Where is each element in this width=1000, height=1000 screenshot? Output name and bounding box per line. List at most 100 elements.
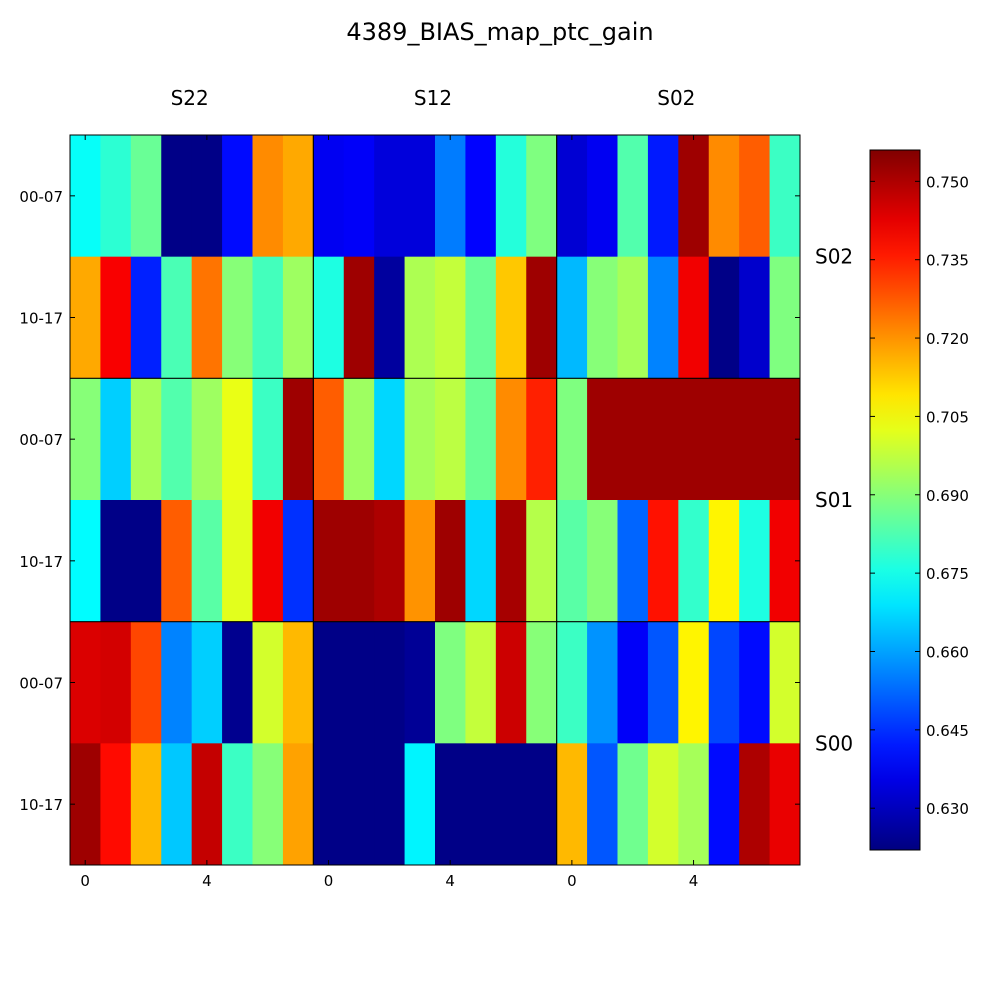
heatmap-cell xyxy=(282,378,314,501)
heatmap-cell xyxy=(526,378,558,501)
heatmap-cell xyxy=(435,135,466,258)
plot-frame xyxy=(69,134,801,866)
heatmap-cell xyxy=(343,135,375,258)
heatmap-cell xyxy=(465,135,497,258)
heatmap-cell xyxy=(343,256,375,379)
heatmap-cell xyxy=(495,256,527,379)
heatmap-cell xyxy=(678,135,710,258)
segment-dividers xyxy=(70,135,800,865)
heatmap-cell xyxy=(70,500,101,623)
heatmap-cell xyxy=(526,500,558,623)
heatmap-cell xyxy=(130,135,162,258)
heatmap-cell xyxy=(526,135,558,258)
heatmap-cell xyxy=(70,743,101,866)
colorbar: 0.630 0.645 0.660 0.675 0.690 0.705 0.720 0.735… xyxy=(869,149,969,851)
heatmap-cell xyxy=(404,135,436,258)
heatmap-cell xyxy=(404,743,436,866)
heatmap-cell xyxy=(647,500,679,623)
heatmap-cell xyxy=(130,743,162,866)
heatmap-cell xyxy=(495,743,527,866)
heatmap-cell xyxy=(739,743,770,866)
heatmap-cell xyxy=(130,256,162,379)
heatmap-cell xyxy=(617,135,649,258)
heatmap-cell xyxy=(130,621,162,744)
heatmap-cell xyxy=(130,378,162,501)
x-tick-label: 4 xyxy=(202,872,212,890)
heatmap-cell xyxy=(739,135,770,258)
heatmap-cell xyxy=(435,743,466,866)
heatmap-cell xyxy=(343,500,375,623)
heatmap-cell xyxy=(282,621,314,744)
colorbar-tick-label: 0.750 xyxy=(926,173,969,191)
heatmap-cell xyxy=(465,743,497,866)
heatmap-cell xyxy=(161,621,193,744)
heatmap-cell xyxy=(252,378,284,501)
heatmap-cell xyxy=(374,621,405,744)
heatmap-cell xyxy=(526,256,558,379)
row-group-label: S02 xyxy=(815,245,853,269)
heatmap-cell xyxy=(556,621,588,744)
heatmap-cell xyxy=(495,135,527,258)
heatmap-cell xyxy=(313,135,345,258)
plot-ticks xyxy=(70,135,800,865)
heatmap-cell xyxy=(100,378,132,501)
heatmap-cell xyxy=(647,743,679,866)
x-tick-labels: 0 4 0 4 0 4 xyxy=(80,872,698,890)
heatmap-cell xyxy=(404,378,436,501)
heatmap-cell xyxy=(678,621,710,744)
heatmap-cell xyxy=(678,500,710,623)
heatmap-cell xyxy=(435,378,466,501)
heatmap-cell xyxy=(161,500,193,623)
heatmap-cell xyxy=(191,500,223,623)
colorbar-gradient xyxy=(869,149,921,851)
heatmap-cell xyxy=(313,378,345,501)
heatmap-cell xyxy=(739,378,770,501)
heatmap-cells xyxy=(70,135,801,866)
heatmap-cell xyxy=(282,135,314,258)
heatmap-cell xyxy=(374,743,405,866)
heatmap-cell xyxy=(587,621,618,744)
heatmap-cell xyxy=(435,500,466,623)
column-group-labels: S22 S12 S02 xyxy=(171,86,696,110)
heatmap-cell xyxy=(708,135,740,258)
heatmap-cell xyxy=(526,743,558,866)
chart-title: 4389_BIAS_map_ptc_gain xyxy=(346,18,653,46)
heatmap-cell xyxy=(587,256,618,379)
heatmap-cell xyxy=(222,743,253,866)
heatmap-cell xyxy=(617,500,649,623)
heatmap-cell xyxy=(100,743,132,866)
heatmap-cell xyxy=(100,135,132,258)
x-tick-label: 0 xyxy=(567,872,577,890)
heatmap-cell xyxy=(191,743,223,866)
heatmap-cell xyxy=(647,621,679,744)
y-tick-label: 00-07 xyxy=(19,675,63,693)
heatmap-cell xyxy=(222,135,253,258)
heatmap-cell xyxy=(435,621,466,744)
row-group-labels: S02 S01 S00 xyxy=(815,245,853,756)
heatmap-cell xyxy=(404,500,436,623)
heatmap-cell xyxy=(739,621,770,744)
heatmap-cell xyxy=(465,378,497,501)
heatmap-cell xyxy=(404,621,436,744)
heatmap-cell xyxy=(313,500,345,623)
y-tick-label: 00-07 xyxy=(19,431,63,449)
y-tick-label: 10-17 xyxy=(19,796,63,814)
colorbar-tick-label: 0.675 xyxy=(926,565,969,583)
heatmap-cell xyxy=(191,256,223,379)
heatmap-cell xyxy=(191,378,223,501)
heatmap-cell xyxy=(678,256,710,379)
heatmap-cell xyxy=(617,378,649,501)
heatmap-cell xyxy=(526,621,558,744)
y-tick-label: 10-17 xyxy=(19,310,63,328)
colorbar-tick-label: 0.705 xyxy=(926,408,969,426)
heatmap-cell xyxy=(556,378,588,501)
heatmap-cell xyxy=(708,743,740,866)
heatmap-cell xyxy=(374,378,405,501)
heatmap-cell xyxy=(374,256,405,379)
heatmap-cell xyxy=(739,500,770,623)
row-group-label: S01 xyxy=(815,488,853,512)
heatmap-cell xyxy=(435,256,466,379)
heatmap-cell xyxy=(100,500,132,623)
heatmap-cell xyxy=(647,256,679,379)
